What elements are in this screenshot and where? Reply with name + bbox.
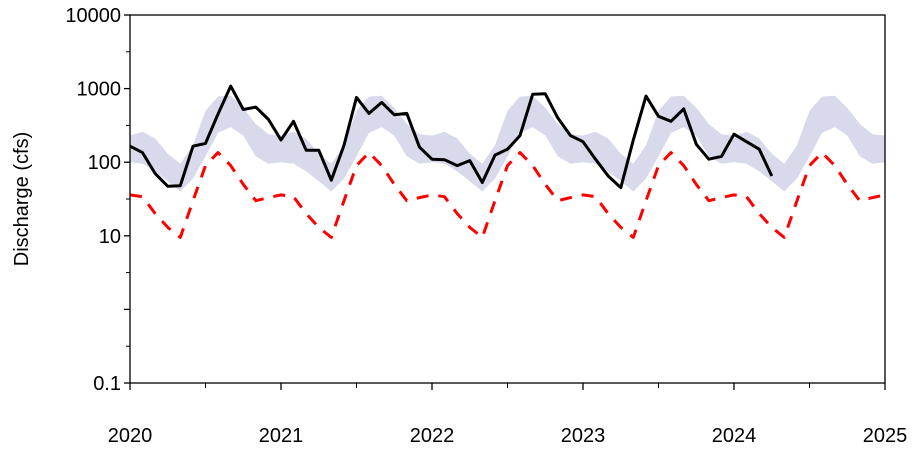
x-tick-label: 2023 <box>561 425 606 447</box>
normal-range-band <box>130 95 885 192</box>
y-tick-label: 10 <box>99 226 121 248</box>
axes-layer: 0.1 10 100 1000 10000 2020 2021 2022 2023 2024 202… <box>65 5 907 447</box>
y-tick-label: 10000 <box>65 5 121 27</box>
y-tick-label: 1000 <box>77 79 122 101</box>
x-tick-label: 2024 <box>712 425 757 447</box>
x-tick-label: 2025 <box>863 425 908 447</box>
solid-series-line <box>129 84 774 190</box>
series-lines-layer <box>129 84 886 239</box>
y-tick-label: 0.1 <box>93 373 121 395</box>
x-tick-label: 2020 <box>108 425 153 447</box>
y-axis-title: Discharge (cfs) <box>11 132 33 266</box>
normal-range-band-layer <box>130 95 885 192</box>
x-tick-label: 2021 <box>259 425 304 447</box>
plot-frame <box>129 14 886 384</box>
dashed-series-line <box>129 151 886 239</box>
x-tick-label: 2022 <box>410 425 455 447</box>
y-tick-label: 100 <box>88 152 121 174</box>
